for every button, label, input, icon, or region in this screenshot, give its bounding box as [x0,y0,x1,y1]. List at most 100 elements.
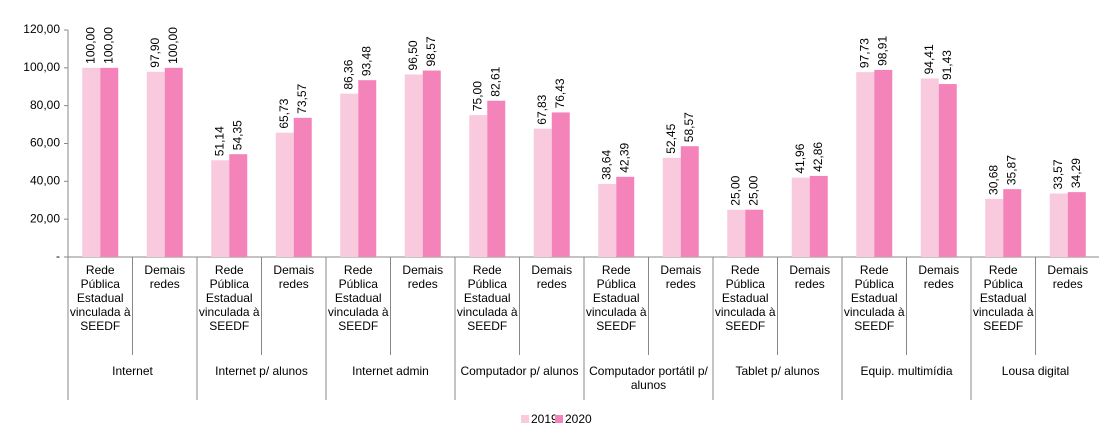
group-label: Lousa digital [1001,364,1070,378]
bar [469,115,488,257]
bar [598,183,617,257]
y-tick-label: 120,00 [23,22,60,36]
group-label: Equip. multimídia [860,364,953,378]
bar [1003,189,1022,257]
value-label: 65,73 [277,98,291,128]
bar [229,154,248,257]
bar [1067,192,1086,257]
value-label: 97,90 [148,37,162,67]
x-tick-label: Demais redes [402,263,444,291]
value-label: 73,57 [295,83,309,113]
value-label: 100,00 [101,27,115,64]
y-tick-label: 20,00 [30,211,60,225]
bar [533,128,552,257]
x-tick-label: Rede Pública Estadual vinculada à SEEDF [69,263,131,333]
value-label: 35,87 [1004,155,1018,185]
bar [662,157,681,257]
bar [727,209,746,257]
value-label: 67,83 [535,94,549,124]
value-label: 98,57 [424,36,438,66]
value-label: 100,00 [83,27,97,64]
bar [82,67,101,257]
bar [164,67,183,257]
value-label: 86,36 [341,59,355,89]
x-tick-label: Rede Pública Estadual vinculada à SEEDF [972,263,1034,333]
y-tick-label: 40,00 [30,174,60,188]
y-tick-label: 60,00 [30,136,60,150]
bar [211,160,230,257]
bar [680,146,699,257]
value-label: 33,57 [1051,159,1065,189]
bar [985,198,1004,257]
value-label: 30,68 [986,165,1000,195]
bar [856,72,875,258]
bar [1049,193,1068,257]
bar [745,209,764,257]
bar [358,80,377,258]
value-label: 41,96 [793,143,807,173]
value-label: 96,50 [406,40,420,70]
value-label: 97,73 [857,38,871,68]
bar [100,67,119,257]
group-label: Computador portátil p/ alunos [589,364,708,392]
bar [340,93,359,257]
group-label: Computador p/ alunos [460,364,579,378]
bar [551,112,570,257]
group-label: Internet p/ alunos [215,364,308,378]
value-label: 42,39 [617,142,631,172]
bar [404,74,423,258]
value-label: 91,43 [940,50,954,80]
value-label: 54,35 [230,120,244,150]
x-tick-label: Demais redes [789,263,831,291]
x-tick-label: Rede Pública Estadual vinculada à SEEDF [456,263,518,333]
legend-swatch [521,415,529,423]
x-tick-label: Demais redes [531,263,573,291]
legend-label: 2020 [565,412,592,426]
x-tick-label: Rede Pública Estadual vinculada à SEEDF [585,263,647,333]
bar [920,78,939,258]
bar [275,132,294,257]
x-tick-label: Demais redes [660,263,702,291]
value-label: 38,64 [599,150,613,180]
value-label: 42,86 [811,142,825,172]
bar [809,175,828,257]
value-label: 51,14 [212,126,226,156]
legend-swatch [555,415,563,423]
value-label: 75,00 [470,81,484,111]
bar [487,100,506,257]
value-label: 25,00 [746,175,760,205]
x-tick-label: Demais redes [1047,263,1089,291]
value-label: 82,61 [488,66,502,96]
value-label: 52,45 [664,123,678,153]
x-tick-label: Demais redes [918,263,960,291]
x-tick-label: Rede Pública Estadual vinculada à SEEDF [843,263,905,333]
value-label: 34,29 [1069,158,1083,188]
group-label: Internet admin [352,364,429,378]
bar [874,69,893,257]
x-tick-label: Rede Pública Estadual vinculada à SEEDF [327,263,389,333]
value-label: 98,91 [875,36,889,66]
value-label: 94,41 [922,44,936,74]
value-label: 25,00 [728,175,742,205]
value-label: 76,43 [553,78,567,108]
legend-label: 2019 [531,412,558,426]
bar [791,177,810,257]
x-tick-label: Rede Pública Estadual vinculada à SEEDF [714,263,776,333]
group-label: Tablet p/ alunos [735,364,820,378]
value-label: 100,00 [166,27,180,64]
bar [422,70,441,257]
bar [293,117,312,258]
bar [146,71,165,257]
value-label: 93,48 [359,46,373,76]
y-tick-label: - [56,249,60,263]
bar [938,84,957,257]
y-tick-label: 80,00 [30,98,60,112]
bar [616,176,635,257]
x-tick-label: Rede Pública Estadual vinculada à SEEDF [198,263,260,333]
value-label: 58,57 [682,112,696,142]
x-tick-label: Demais redes [144,263,186,291]
x-tick-label: Demais redes [273,263,315,291]
group-label: Internet [112,364,153,378]
